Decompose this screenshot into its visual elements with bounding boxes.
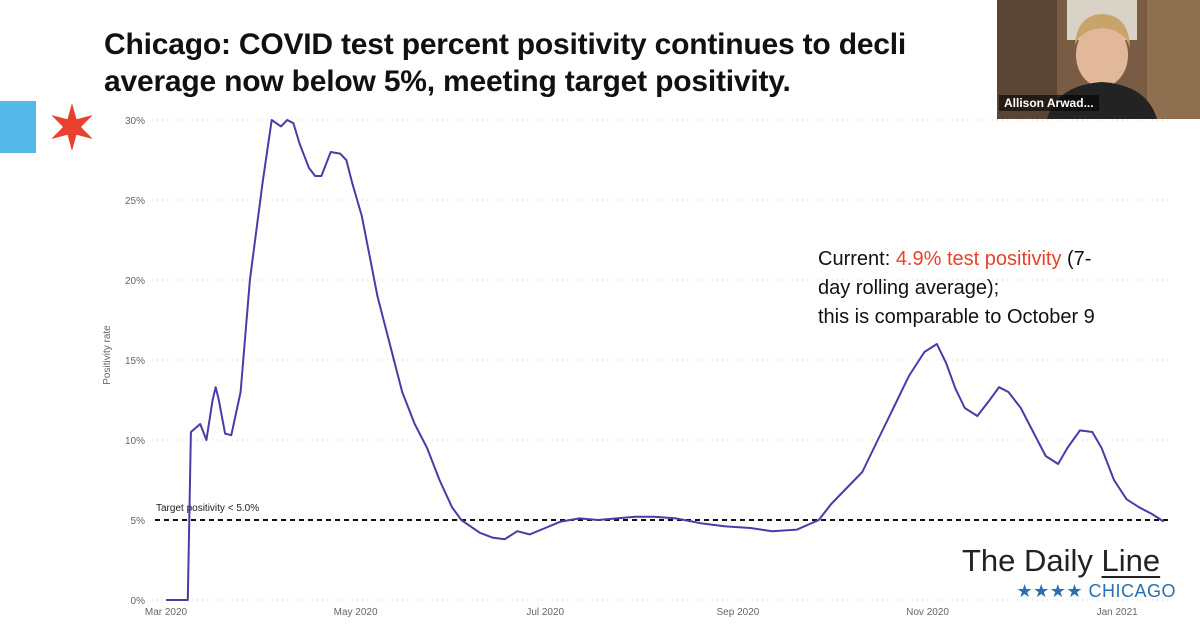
y-tick-label: 5% — [131, 516, 146, 527]
x-axis-ticks: Mar 2020 May 2020 Jul 2020 Sep 2020 Nov 2020… — [145, 607, 1138, 618]
y-tick-label: 15% — [125, 356, 145, 367]
slide-title-line-1: Chicago: COVID test percent positivity c… — [104, 28, 907, 61]
annotation-line-1: Current: 4.9% test positivity (7- — [818, 245, 1178, 274]
y-axis-label: Positivity rate — [102, 325, 113, 385]
chart-gridlines — [152, 119, 1170, 601]
y-tick-label: 0% — [131, 596, 146, 607]
daily-line-logo-name: The Daily Line — [962, 543, 1180, 579]
x-tick-label: Jan 2021 — [1097, 607, 1139, 618]
daily-line-logo-subtitle: ★★★★ CHICAGO — [1016, 581, 1176, 601]
positivity-series-line — [166, 119, 1165, 601]
annotation-prefix: Current: — [818, 248, 896, 270]
logo-name-part-2: Line — [1101, 543, 1161, 578]
y-axis-ticks: 0% 5% 10% 15% 20% 25% 30% — [125, 116, 145, 607]
chicago-flag-stripe-icon — [0, 101, 36, 153]
daily-line-logo: The Daily Line ★★★★ CHICAGO — [962, 543, 1180, 602]
chicago-star-icon — [51, 103, 93, 151]
annotation-line-3: this is comparable to October 9 — [818, 306, 1095, 328]
logo-name-part-1: The Daily — [962, 543, 1102, 578]
slide-title: Chicago: COVID test percent positivity c… — [104, 26, 1004, 100]
x-tick-label: Sep 2020 — [717, 607, 760, 618]
annotation-rest: (7- — [1061, 248, 1092, 270]
x-tick-label: Mar 2020 — [145, 607, 188, 618]
annotation-line-2: day rolling average); — [818, 277, 1000, 299]
annotation-highlight: 4.9% test positivity — [895, 248, 1062, 270]
current-positivity-annotation: Current: 4.9% test positivity (7- day ro… — [818, 245, 1178, 332]
target-threshold-label: Target positivity < 5.0% — [156, 503, 259, 514]
y-tick-label: 25% — [125, 196, 145, 207]
participant-name-label: Allison Arwad... — [999, 95, 1099, 111]
y-tick-label: 10% — [125, 436, 145, 447]
video-tile[interactable]: Allison Arwad... — [997, 0, 1200, 119]
x-tick-label: Jul 2020 — [526, 607, 564, 618]
y-tick-label: 20% — [125, 276, 145, 287]
y-tick-label: 30% — [125, 116, 145, 127]
x-tick-label: Nov 2020 — [906, 607, 949, 618]
x-tick-label: May 2020 — [334, 607, 378, 618]
slide-title-line-2: average now below 5%, meeting target pos… — [104, 65, 791, 98]
